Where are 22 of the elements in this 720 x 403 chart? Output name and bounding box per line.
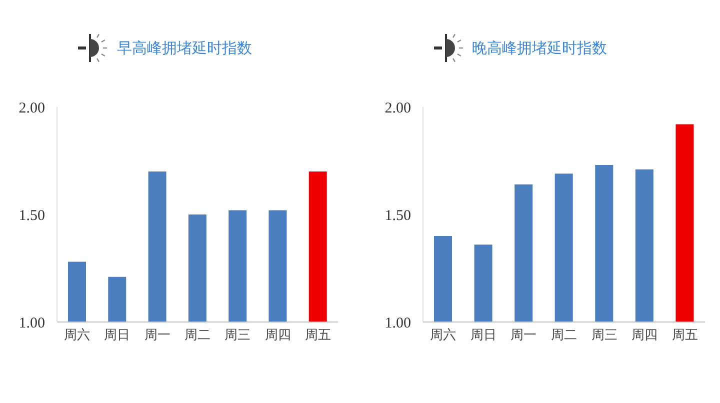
x-tick-label: 周六	[430, 328, 456, 344]
x-tick-label: 周三	[591, 328, 618, 344]
x-tick-label: 周四	[632, 328, 658, 344]
x-tick-label: 周一	[144, 328, 170, 344]
x-tick-label: 周五	[304, 328, 331, 344]
x-tick-label: 周二	[184, 328, 210, 344]
x-tick-label: 周日	[470, 328, 496, 344]
chart-title: 早高峰拥堵延时指数	[117, 39, 252, 58]
y-tick-label: 2.00	[18, 100, 45, 116]
x-tick-label: 周三	[224, 328, 251, 344]
y-tick-label: 1.00	[384, 315, 411, 332]
x-tick-label: 周一	[510, 328, 537, 344]
y-tick-label: 2.00	[384, 100, 411, 116]
x-tick-label: 周日	[104, 328, 130, 344]
y-tick-label: 1.00	[18, 315, 45, 332]
x-tick-label: 周二	[551, 328, 577, 344]
x-tick-label: 周六	[64, 328, 90, 344]
chart-title: 晚高峰拥堵延时指数	[472, 39, 607, 58]
x-tick-label: 周五	[672, 328, 698, 344]
y-tick-label: 1.50	[18, 208, 45, 224]
y-tick-label: 1.50	[384, 208, 411, 224]
x-tick-label: 周四	[264, 328, 291, 344]
